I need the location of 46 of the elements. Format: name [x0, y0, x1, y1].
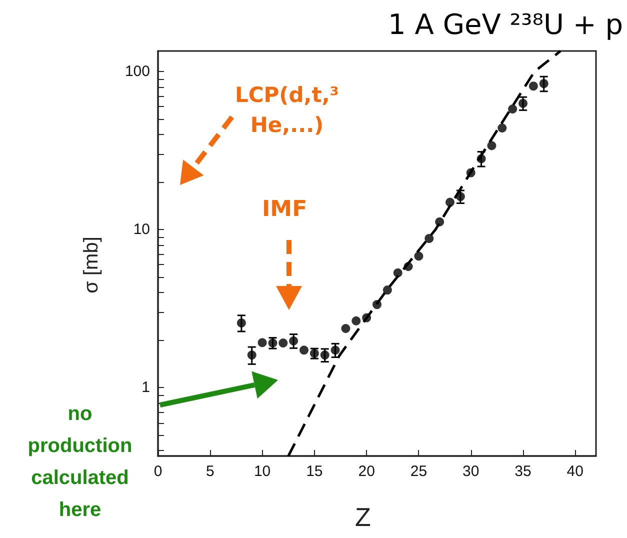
y-tick-label: 100	[124, 63, 150, 80]
point	[278, 338, 288, 348]
annotation: LCP(d,t,³He,...)	[234, 82, 340, 139]
point	[518, 98, 528, 108]
y-tick-label: 1	[142, 379, 150, 396]
point	[300, 346, 308, 355]
point	[341, 324, 350, 334]
point	[508, 104, 518, 114]
annotation: IMF	[262, 197, 308, 222]
x-tick-label: 35	[514, 463, 532, 480]
point	[258, 338, 267, 348]
x-tick-label: 5	[206, 463, 214, 480]
point	[330, 346, 340, 355]
point	[320, 350, 330, 360]
point	[456, 192, 465, 202]
point	[435, 217, 444, 226]
x-tick-label: 0	[154, 463, 162, 480]
point	[539, 79, 548, 88]
y-tick-label: 10	[133, 221, 150, 238]
x-tick-label: 10	[254, 463, 271, 480]
point	[362, 313, 372, 322]
point	[382, 286, 392, 295]
x-axis-title: Z	[355, 502, 371, 533]
point	[466, 168, 476, 178]
x-tick-label: 20	[358, 463, 375, 480]
point	[289, 336, 298, 346]
y-axis-title: σ [mb]	[80, 236, 104, 294]
point	[446, 198, 454, 207]
x-tick-label: 40	[566, 463, 584, 480]
point	[393, 268, 402, 278]
point	[528, 82, 538, 91]
text: no production calculated here	[26, 402, 134, 523]
point	[352, 316, 361, 326]
point	[424, 234, 434, 243]
x-tick-label: 25	[410, 463, 428, 480]
point	[372, 300, 382, 310]
x-tick-label: 30	[462, 463, 480, 480]
point	[236, 318, 246, 328]
point	[247, 350, 256, 360]
point	[498, 123, 507, 132]
point	[476, 154, 486, 164]
point	[404, 262, 413, 271]
chart-title: 1 A GeV ²³⁸U + p	[388, 8, 623, 41]
point	[487, 141, 496, 150]
x-tick-label: 15	[306, 463, 323, 480]
point	[414, 252, 424, 261]
